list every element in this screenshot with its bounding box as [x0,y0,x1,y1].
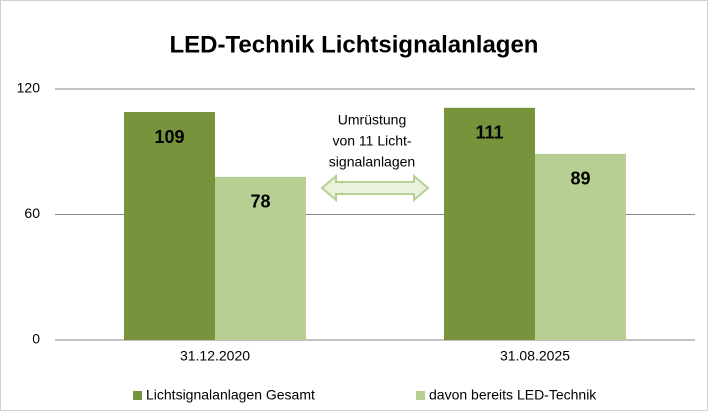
legend-label: davon bereits LED-Technik [429,387,597,403]
x-tick-label: 31.08.2025 [500,348,570,364]
y-tick-label: 0 [32,331,40,347]
data-label: 109 [154,127,184,147]
legend-label: Lichtsignalanlagen Gesamt [146,387,315,403]
data-label: 78 [250,192,270,212]
data-label: 89 [570,169,590,189]
legend-swatch [416,391,425,400]
bar [124,112,215,340]
data-label: 111 [475,123,503,143]
bar [444,107,535,340]
arrow [320,173,430,203]
y-tick-label: 120 [17,80,41,96]
bar [535,153,626,340]
chart-title: LED-Technik Lichtsignalanlagen [170,31,539,58]
x-tick-label: 31.12.2020 [180,348,250,364]
legend-swatch [133,391,142,400]
y-tick-label: 60 [24,205,40,221]
annotation: Umrüstung [338,112,406,128]
bar [215,176,306,340]
annotation: signalanlagen [329,154,415,170]
annotation: von 11 Licht- [332,133,411,149]
